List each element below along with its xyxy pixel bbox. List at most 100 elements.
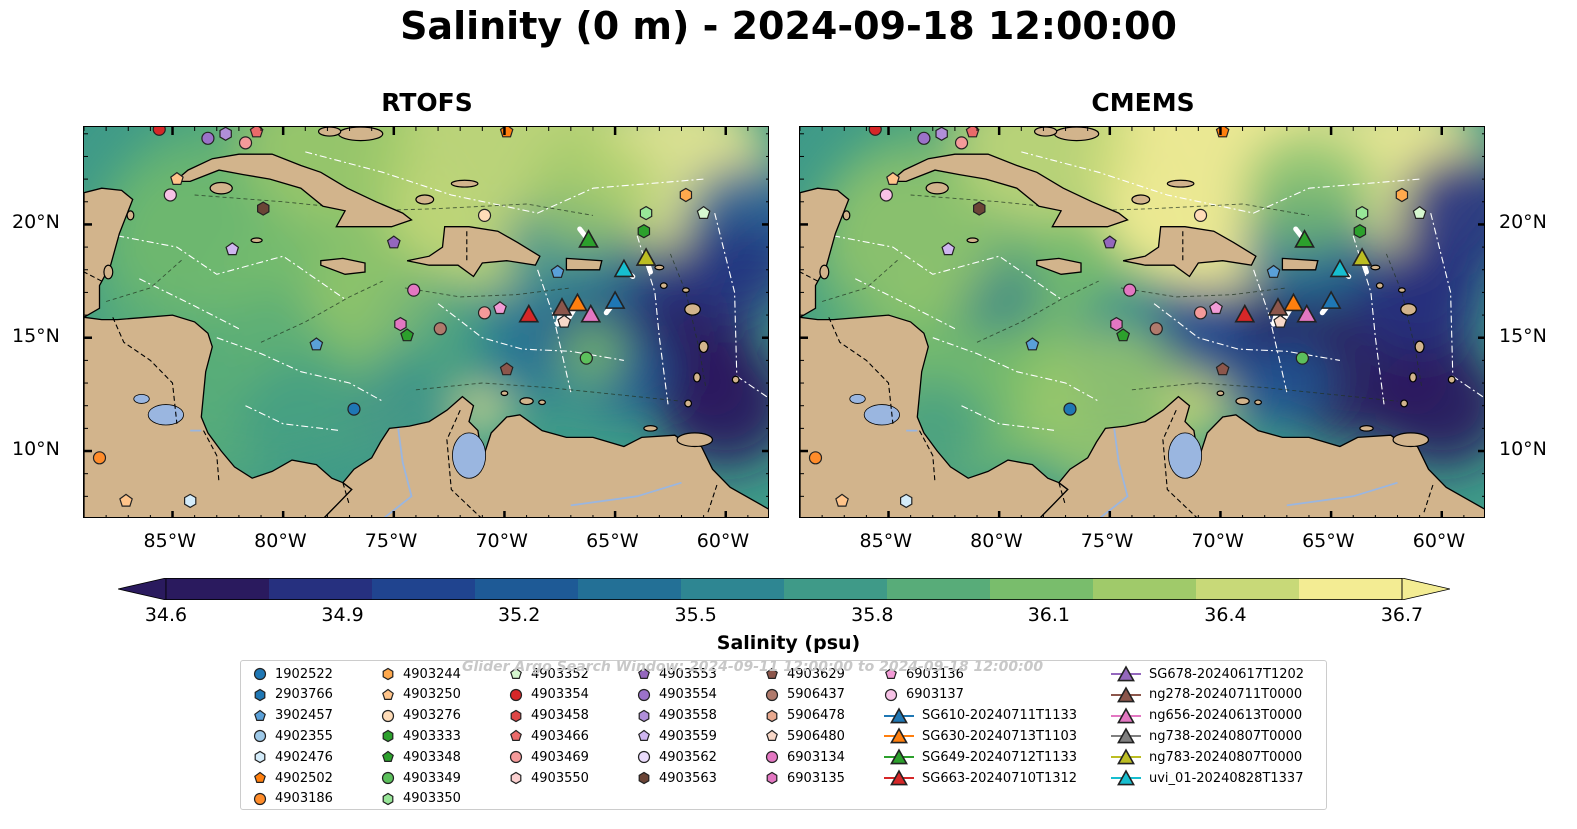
argo-float-4903563 (257, 201, 270, 216)
legend-hexagon (638, 771, 650, 785)
legend-pentagon (510, 730, 522, 742)
colorbar-segment (990, 578, 1094, 600)
legend-marker-icon (510, 771, 522, 785)
argo-float-4903554 (917, 131, 931, 145)
legend-item: ng656-20240613T0000 (1111, 706, 1302, 726)
island (500, 390, 509, 397)
legend-item: 4903550 (509, 768, 589, 788)
lon-tick-label: 80°W (254, 530, 307, 552)
legend-pentagon (254, 771, 266, 783)
lat-tick-label-right: 10°N (1499, 438, 1547, 461)
legend-hexagon (766, 771, 778, 785)
bathymetry-contour (404, 287, 571, 298)
argo-float-4903354 (152, 127, 166, 136)
legend-label: 4903466 (531, 728, 589, 744)
argo-float-4903466 (249, 127, 264, 138)
legend-label: uvi_01-20240828T1337 (1149, 770, 1304, 786)
argo-float-4903554 (201, 131, 215, 145)
figure-title: Salinity (0 m) - 2024-09-18 12:00:00 (400, 4, 1177, 48)
island (1033, 127, 1058, 137)
legend-label: 4903333 (403, 728, 461, 744)
legend-label: 4903276 (403, 708, 461, 724)
lake (1168, 432, 1203, 479)
legend-circle (509, 751, 523, 764)
colorbar-gradient (117, 577, 1451, 601)
island (103, 264, 114, 280)
glider-SG663-20240710T1312 (518, 303, 540, 323)
legend-item: 4902476 (253, 747, 333, 767)
argo-float-4903350 (639, 205, 653, 221)
bathymetry-contour (821, 258, 900, 302)
legend-label: 4903562 (659, 749, 717, 765)
legend-item: 4903562 (637, 747, 717, 767)
argo-float-4902502 (499, 127, 514, 138)
legend-item: 4903352 (509, 664, 589, 684)
legend-hexagon (638, 709, 650, 722)
legend-item: 4903553 (637, 664, 717, 684)
country-border (707, 484, 718, 513)
legend-item: SG630-20240713T1103 (884, 726, 1077, 746)
legend-label: 6903136 (906, 666, 964, 682)
argo-float-1902522 (1063, 402, 1077, 416)
legend-marker-icon (382, 792, 394, 805)
colorbar-tick-label: 35.5 (674, 604, 717, 626)
legend-item: 4903466 (509, 726, 589, 746)
lon-tick-label: 70°W (475, 530, 528, 552)
eez-boundary-line (245, 405, 341, 432)
lon-tick-label: 60°W (1412, 530, 1466, 552)
legend-label: 6903135 (787, 770, 845, 786)
glider-SG630-20240713T1103 (1283, 292, 1304, 312)
island (1409, 372, 1417, 383)
colorbar-segment (269, 578, 373, 600)
land-cuba (888, 153, 1129, 228)
lon-tick-label: 60°W (696, 530, 750, 552)
argo-float-4903553 (386, 235, 401, 249)
country-border (203, 430, 220, 483)
argo-float-5906437 (1149, 322, 1163, 336)
legend-marker-icon (766, 667, 778, 679)
argo-float-5906437 (433, 322, 447, 336)
lon-tick-label: 65°W (1302, 530, 1355, 552)
legend-item: 3902457 (253, 706, 333, 726)
legend-item: 5906478 (765, 706, 845, 726)
bathymetry-contour (260, 280, 383, 343)
argo-float-6903136 (1209, 301, 1223, 315)
legend-item: 5906437 (765, 685, 845, 705)
island (1131, 194, 1151, 205)
argo-float-6903135 (1110, 316, 1123, 332)
legend-pentagon (885, 667, 897, 679)
argo-float-6903134 (1123, 283, 1137, 297)
island (731, 375, 740, 384)
colorbar-segment (784, 578, 888, 600)
legend-marker-icon (381, 709, 395, 722)
legend-circle (637, 751, 651, 764)
island (659, 282, 668, 289)
land-puertoRico (565, 257, 603, 271)
legend-item: 4903558 (637, 706, 717, 726)
country-border (1058, 482, 1067, 506)
legend-item: 4903276 (381, 706, 461, 726)
legend-triangle (1117, 706, 1135, 723)
argo-float-4902476 (184, 493, 197, 509)
country-border (112, 317, 178, 424)
legend-pentagon (382, 750, 394, 763)
legend-item: ng783-20240807T0000 (1111, 747, 1302, 767)
legend-marker-icon (254, 750, 266, 764)
argo-float-6903135 (394, 316, 407, 332)
colorbar-extend-high (1401, 577, 1451, 601)
frame-ticks (84, 127, 768, 517)
legend-label: SG630-20240713T1103 (922, 728, 1078, 744)
legend-marker-icon (766, 730, 778, 742)
argo-float-4902502 (1215, 127, 1230, 138)
legend-item: uvi_01-20240828T1337 (1111, 768, 1303, 788)
land-jamaica (1036, 257, 1082, 275)
argo-float-4903244 (679, 187, 693, 203)
argo-float-5906480 (557, 314, 572, 328)
legend-circle (253, 730, 267, 743)
colorbar-segment (887, 578, 991, 600)
argo-float-4903244 (1395, 187, 1409, 203)
country-border (1162, 409, 1197, 517)
argo-float-4903276 (477, 208, 492, 222)
legend-marker-icon (1111, 727, 1141, 744)
island (250, 237, 263, 244)
